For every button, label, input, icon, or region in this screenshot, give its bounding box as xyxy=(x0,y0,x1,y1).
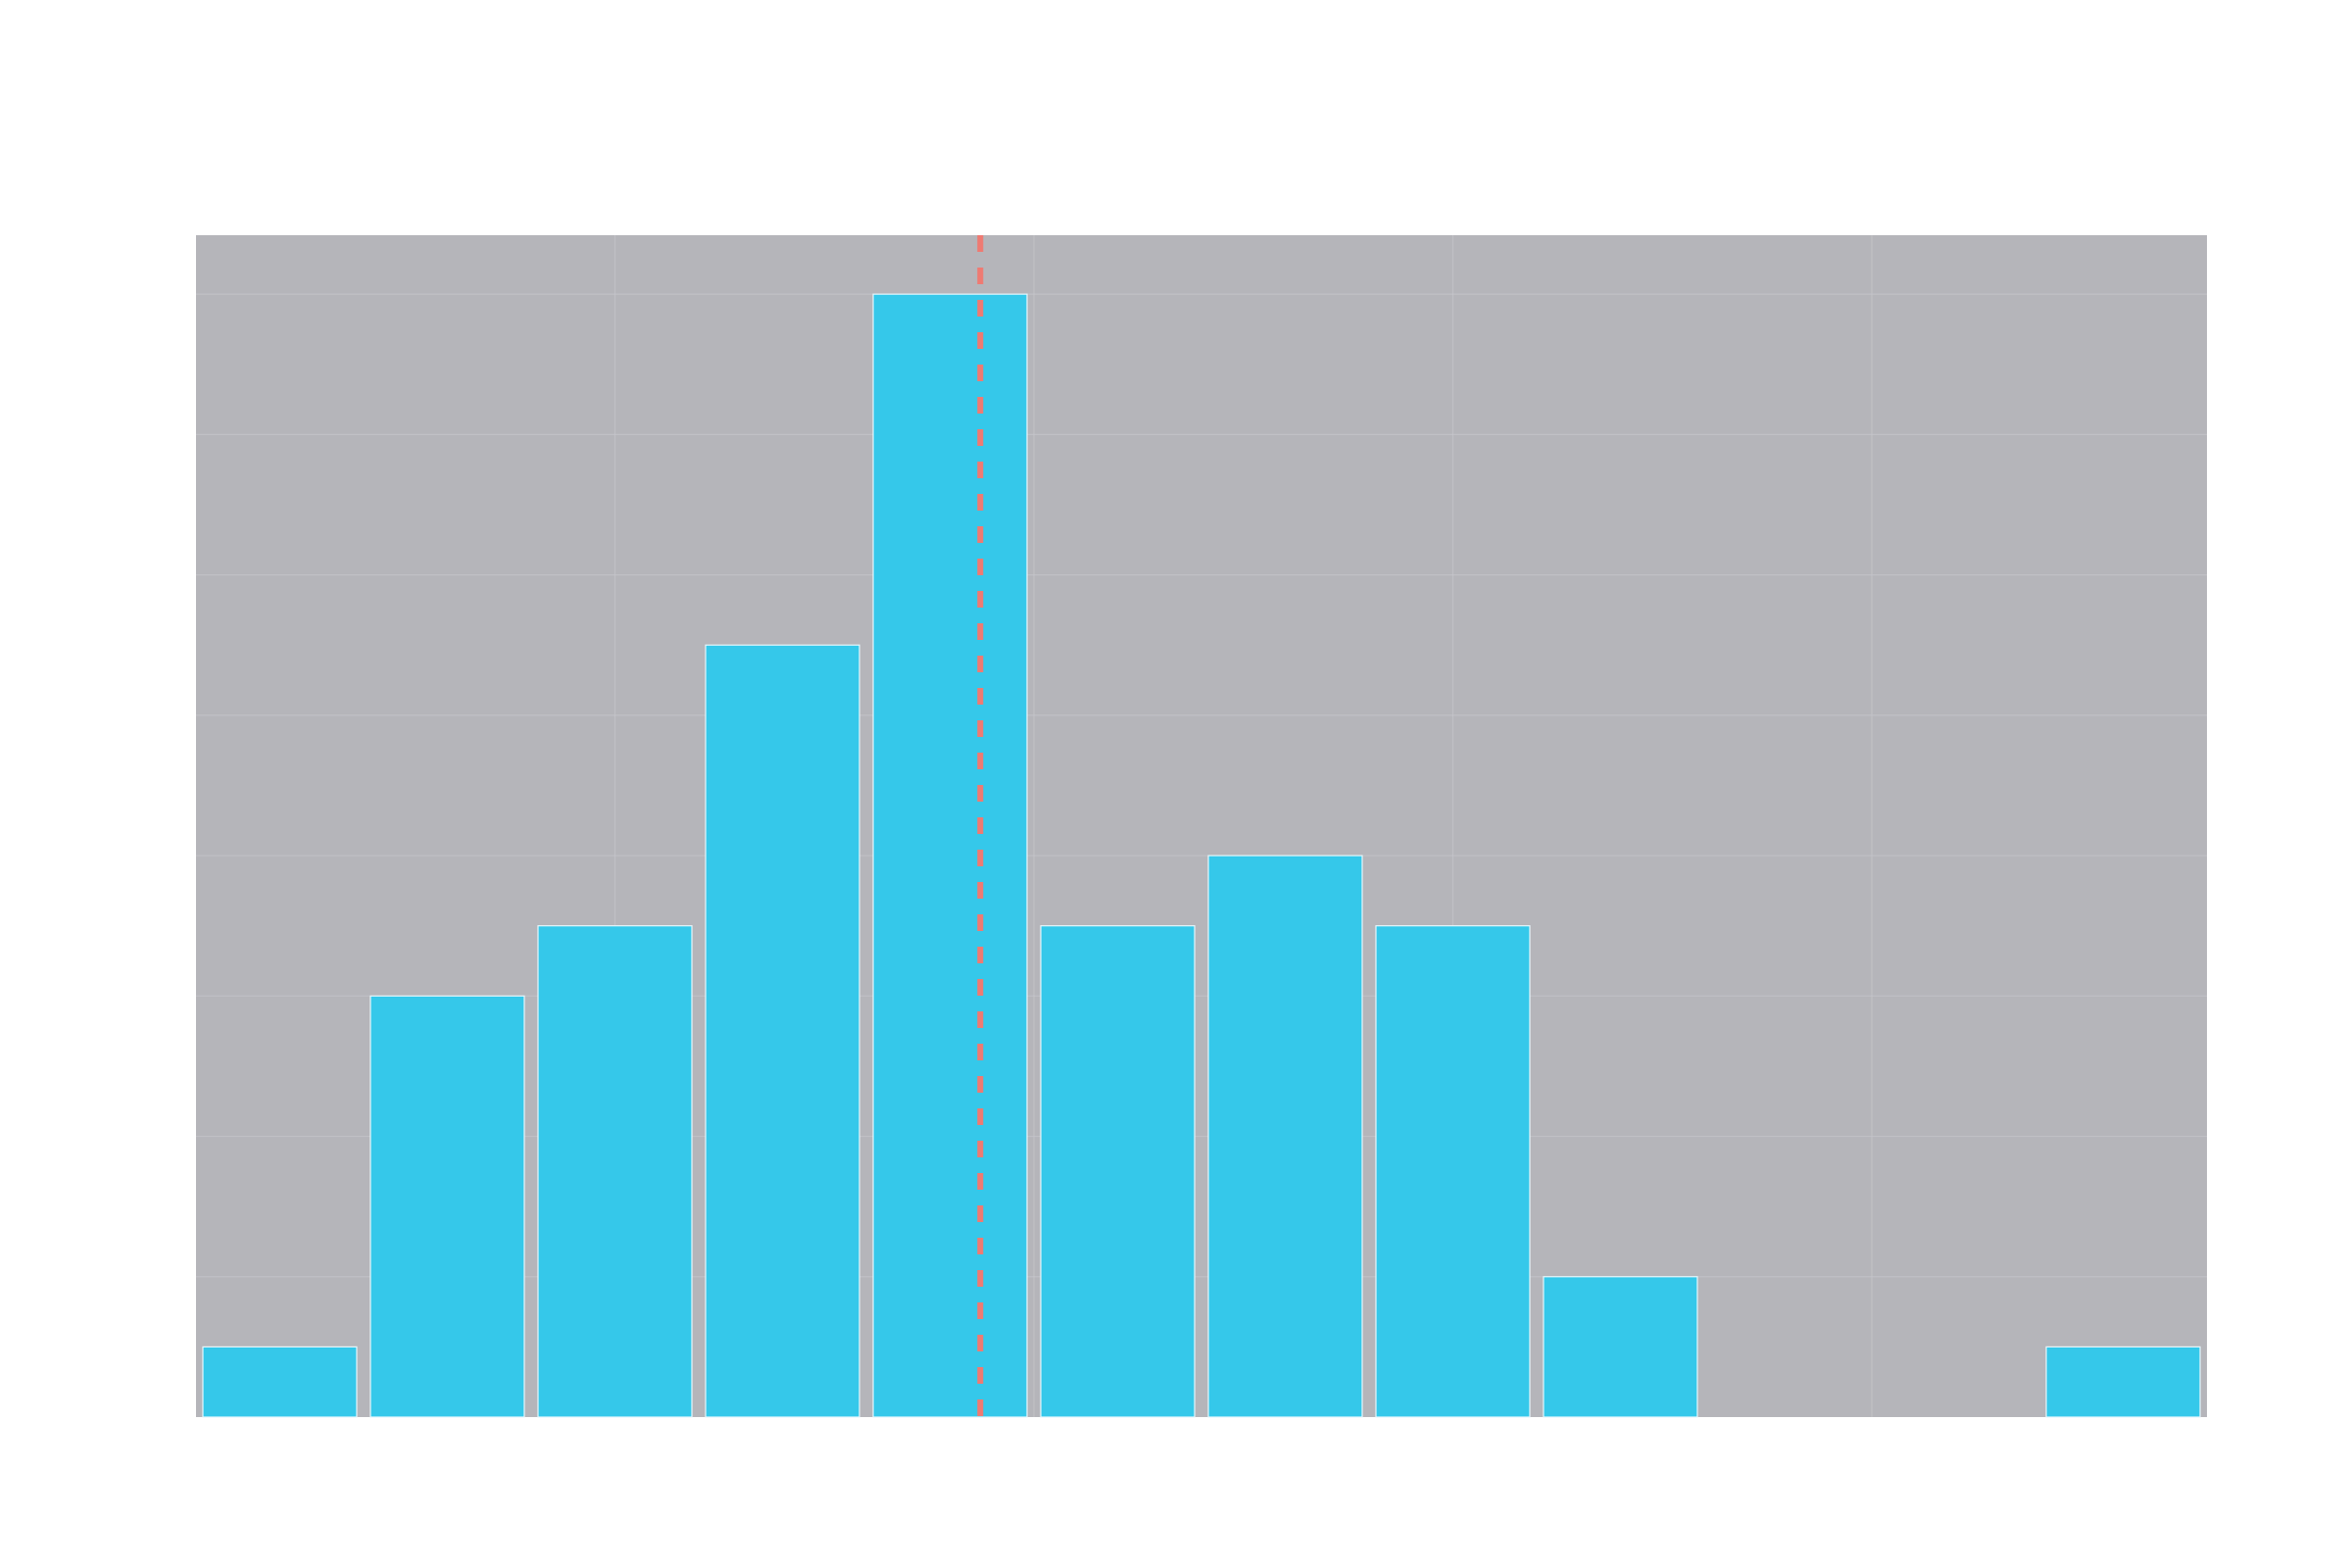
histogram-bar xyxy=(872,293,1028,1418)
histogram-bar xyxy=(537,925,693,1418)
histogram-bars xyxy=(202,293,2201,1418)
histogram-bar xyxy=(1040,925,1196,1418)
histogram-bar xyxy=(1207,855,1363,1418)
histogram-bar xyxy=(1375,925,1531,1418)
histogram-bar xyxy=(705,644,860,1418)
histogram-bar xyxy=(2045,1346,2201,1418)
histogram-bar xyxy=(202,1346,358,1418)
histogram-bar xyxy=(1543,1276,1698,1418)
histogram-bar xyxy=(369,995,525,1418)
